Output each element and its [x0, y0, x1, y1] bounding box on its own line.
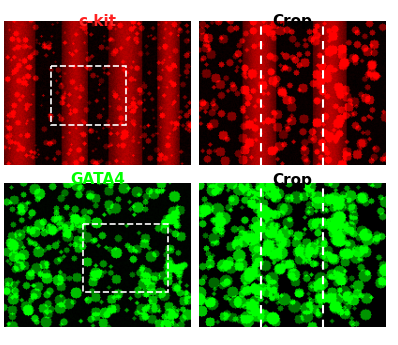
Text: GATA4: GATA4 — [70, 172, 125, 187]
Bar — [51, 66, 126, 125]
Text: Crop: Crop — [273, 172, 312, 187]
Text: c-kit: c-kit — [78, 14, 117, 29]
Bar — [84, 224, 168, 292]
Text: Crop: Crop — [273, 14, 312, 29]
